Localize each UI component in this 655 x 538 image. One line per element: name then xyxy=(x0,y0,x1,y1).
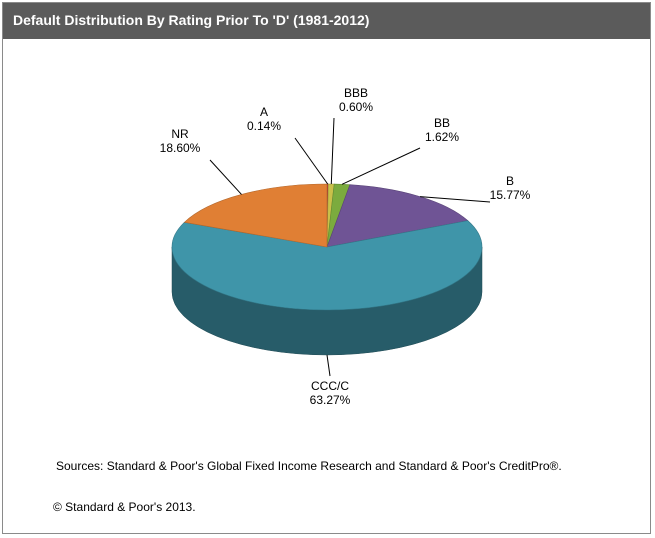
label-bb: BB xyxy=(434,116,450,130)
leader-bb xyxy=(341,147,421,185)
slice-ccc-c xyxy=(171,220,483,311)
leader-nr xyxy=(209,159,242,195)
leader-ccc-c xyxy=(326,354,331,377)
leader-b xyxy=(419,196,491,203)
label-b: B xyxy=(506,174,514,188)
title-bar: Default Distribution By Rating Prior To … xyxy=(3,3,650,39)
pie-slices xyxy=(171,183,483,311)
label-bbb: BBB xyxy=(344,86,368,100)
value-bb: 1.62% xyxy=(425,130,459,144)
value-ccc-c: 63.27% xyxy=(310,393,351,407)
chart-frame: Default Distribution By Rating Prior To … xyxy=(2,2,651,534)
label-a: A xyxy=(260,105,268,119)
leader-bbb xyxy=(330,117,335,185)
value-b: 15.77% xyxy=(490,188,531,202)
leader-a xyxy=(294,137,329,185)
copyright-note: © Standard & Poor's 2013. xyxy=(53,500,196,514)
chart-title: Default Distribution By Rating Prior To … xyxy=(13,12,370,28)
label-ccc-c: CCC/C xyxy=(311,379,349,393)
leader-lines xyxy=(209,117,491,377)
value-bbb: 0.60% xyxy=(339,100,373,114)
value-a: 0.14% xyxy=(247,119,281,133)
label-nr: NR xyxy=(171,127,189,141)
value-nr: 18.60% xyxy=(160,141,201,155)
sources-note: Sources: Standard & Poor's Global Fixed … xyxy=(56,459,562,473)
slice-b xyxy=(326,184,469,248)
